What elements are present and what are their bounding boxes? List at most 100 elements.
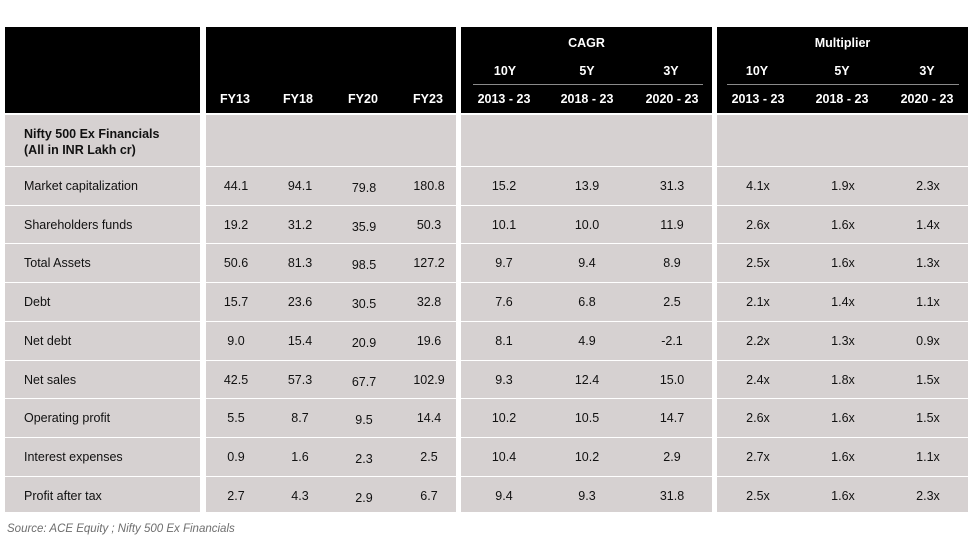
cell-cagr: 2.9 — [663, 449, 681, 464]
cell-multiplier: 2.6x — [746, 411, 770, 426]
cell-multiplier: 2.3x — [916, 179, 940, 193]
cell-fy: 1.6 — [291, 449, 309, 464]
row-separator — [5, 475, 968, 477]
source-note: Source: ACE Equity ; Nifty 500 Ex Financ… — [7, 523, 235, 535]
cell-fy: 67.7 — [351, 374, 377, 389]
body-block-labels — [5, 115, 200, 512]
cell-fy: 50.3 — [416, 217, 442, 232]
mult-period-10y: 10Y — [745, 64, 769, 78]
cell-cagr: 9.4 — [578, 256, 596, 271]
cell-cagr: -2.1 — [661, 333, 683, 348]
cell-cagr: 10.0 — [574, 217, 600, 232]
cell-cagr: 8.1 — [495, 333, 513, 348]
row-separator — [5, 243, 968, 245]
cell-cagr: 11.9 — [660, 217, 684, 232]
row-separator — [5, 359, 968, 361]
mult-range-10y: 2013 - 23 — [731, 92, 785, 106]
col-fy13: FY13 — [220, 92, 250, 106]
mult-range-5y: 2018 - 23 — [815, 92, 869, 106]
cell-cagr: 10.5 — [574, 411, 600, 426]
cell-multiplier: 1.4x — [916, 217, 940, 232]
cell-multiplier: 1.5x — [916, 411, 940, 426]
cell-cagr: 7.6 — [495, 295, 513, 310]
mult-period-3y: 3Y — [919, 64, 935, 78]
cell-fy: 2.9 — [355, 490, 373, 505]
cell-multiplier: 1.1x — [916, 449, 940, 464]
cell-fy: 35.9 — [351, 219, 377, 234]
row-label: Net debt — [24, 333, 72, 348]
cagr-range-5y: 2018 - 23 — [560, 92, 614, 106]
section-title-line1: Nifty 500 Ex Financials — [24, 127, 160, 141]
cell-fy: 57.3 — [287, 372, 313, 387]
cell-multiplier: 4.1x — [746, 179, 770, 193]
cell-multiplier: 1.5x — [916, 372, 940, 387]
row-separator — [5, 436, 968, 438]
cell-cagr: 31.8 — [659, 488, 685, 503]
cell-multiplier: 1.1x — [916, 295, 940, 310]
row-separator — [5, 204, 968, 206]
cagr-period-10y: 10Y — [493, 64, 517, 78]
cell-multiplier: 0.9x — [916, 333, 940, 348]
cell-multiplier: 2.5x — [746, 256, 770, 271]
col-fy18: FY18 — [283, 92, 313, 106]
cell-multiplier: 1.6x — [831, 256, 855, 271]
cell-multiplier: 1.8x — [831, 372, 855, 387]
cell-multiplier: 1.6x — [831, 217, 855, 232]
cell-fy: 2.3 — [355, 451, 373, 466]
col-fy20: FY20 — [348, 92, 378, 106]
cell-fy: 15.7 — [223, 295, 249, 310]
cell-fy: 98.5 — [351, 258, 377, 273]
cell-multiplier: 2.5x — [746, 488, 770, 503]
cell-cagr: 9.7 — [495, 256, 513, 271]
mult-period-5y: 5Y — [834, 64, 850, 78]
cell-fy: 79.8 — [351, 181, 377, 195]
multiplier-group-header: Multiplier — [814, 36, 871, 50]
cell-fy: 2.5 — [420, 449, 438, 464]
cell-multiplier: 2.1x — [746, 295, 770, 310]
row-label: Net sales — [24, 372, 77, 387]
row-label: Shareholders funds — [24, 217, 133, 232]
cell-multiplier: 2.2x — [746, 333, 770, 348]
cell-cagr: 31.3 — [659, 179, 685, 193]
cell-multiplier: 1.4x — [831, 295, 855, 310]
cell-fy: 32.8 — [416, 295, 442, 310]
cell-fy: 30.5 — [351, 297, 377, 312]
mult-range-3y: 2020 - 23 — [900, 92, 954, 106]
cell-fy: 9.5 — [355, 413, 373, 428]
row-separator — [5, 166, 968, 167]
cell-cagr: 15.0 — [659, 372, 685, 387]
cell-cagr: 4.9 — [578, 333, 596, 348]
cell-fy: 180.8 — [413, 179, 445, 193]
cell-fy: 50.6 — [223, 256, 249, 271]
cell-multiplier: 2.4x — [746, 372, 770, 387]
cell-fy: 8.7 — [291, 411, 309, 426]
cell-fy: 102.9 — [413, 372, 445, 387]
cell-cagr: 9.3 — [578, 488, 596, 503]
row-label: Operating profit — [24, 411, 111, 426]
cell-fy: 0.9 — [227, 449, 245, 464]
cell-multiplier: 1.3x — [916, 256, 940, 271]
cagr-period-divider — [473, 84, 703, 85]
cell-multiplier: 1.6x — [831, 449, 855, 464]
cell-fy: 31.2 — [287, 217, 313, 232]
col-fy23: FY23 — [413, 92, 443, 106]
cell-cagr: 2.5 — [663, 295, 681, 310]
cell-fy: 5.5 — [227, 411, 245, 426]
mult-period-divider — [727, 84, 959, 85]
cell-cagr: 9.3 — [495, 372, 513, 387]
header-block-fy — [206, 27, 456, 113]
cell-multiplier: 1.6x — [831, 488, 855, 503]
cagr-period-5y: 5Y — [579, 64, 595, 78]
row-label: Interest expenses — [24, 449, 123, 464]
cell-cagr: 6.8 — [578, 295, 596, 310]
cell-cagr: 9.4 — [495, 488, 513, 503]
row-separator — [5, 398, 968, 400]
cell-cagr: 15.2 — [491, 179, 517, 193]
cell-cagr: 10.2 — [574, 449, 600, 464]
cell-cagr: 8.9 — [663, 256, 681, 271]
body-block-fy — [206, 115, 456, 512]
cell-cagr: 10.1 — [491, 217, 517, 232]
cell-fy: 4.3 — [291, 488, 309, 503]
cagr-range-10y: 2013 - 23 — [477, 92, 531, 106]
cell-cagr: 13.9 — [574, 179, 600, 193]
